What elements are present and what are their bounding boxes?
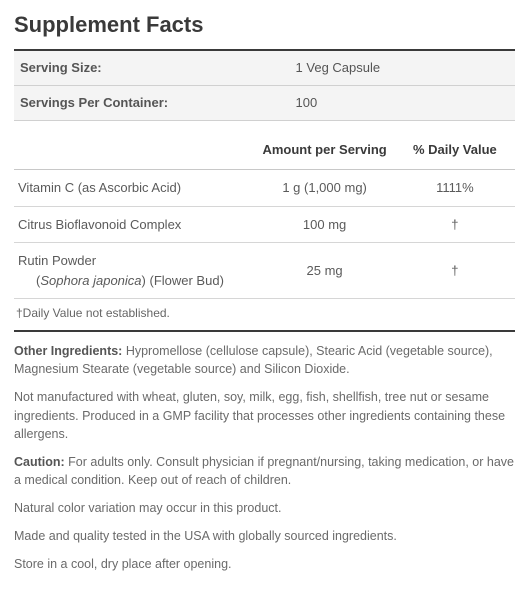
panel-title: Supplement Facts <box>14 10 515 41</box>
nutrient-dv: † <box>395 243 515 299</box>
nutrient-name: Vitamin C (as Ascorbic Acid) <box>14 170 254 207</box>
col-name <box>14 135 254 170</box>
notes-section: Other Ingredients: Hypromellose (cellulo… <box>14 342 515 573</box>
info-row-servings: Servings Per Container: 100 <box>14 85 515 120</box>
note-paragraph: Other Ingredients: Hypromellose (cellulo… <box>14 342 515 378</box>
nutrient-name: Rutin Powder(Sophora japonica) (Flower B… <box>14 243 254 299</box>
note-paragraph: Made and quality tested in the USA with … <box>14 527 515 545</box>
nutrient-row: Citrus Bioflavonoid Complex100 mg† <box>14 206 515 243</box>
note-paragraph: Not manufactured with wheat, gluten, soy… <box>14 388 515 442</box>
serving-size-value: 1 Veg Capsule <box>290 51 515 86</box>
nutrients-table: Amount per Serving % Daily Value Vitamin… <box>14 135 515 299</box>
dv-footnote: †Daily Value not established. <box>14 299 515 330</box>
info-row-serving-size: Serving Size: 1 Veg Capsule <box>14 51 515 86</box>
col-dv: % Daily Value <box>395 135 515 170</box>
divider-bottom <box>14 330 515 332</box>
nutrient-row: Vitamin C (as Ascorbic Acid)1 g (1,000 m… <box>14 170 515 207</box>
nutrient-row: Rutin Powder(Sophora japonica) (Flower B… <box>14 243 515 299</box>
note-paragraph: Caution: For adults only. Consult physic… <box>14 453 515 489</box>
serving-size-label: Serving Size: <box>14 51 290 86</box>
servings-label: Servings Per Container: <box>14 85 290 120</box>
note-paragraph: Store in a cool, dry place after opening… <box>14 555 515 573</box>
servings-value: 100 <box>290 85 515 120</box>
nutrient-name: Citrus Bioflavonoid Complex <box>14 206 254 243</box>
col-amount: Amount per Serving <box>254 135 394 170</box>
nutrient-amount: 25 mg <box>254 243 394 299</box>
nutrient-amount: 100 mg <box>254 206 394 243</box>
nutrient-dv: 1111% <box>395 170 515 207</box>
info-table: Serving Size: 1 Veg Capsule Servings Per… <box>14 51 515 121</box>
note-paragraph: Natural color variation may occur in thi… <box>14 499 515 517</box>
nutrient-dv: † <box>395 206 515 243</box>
nutrient-amount: 1 g (1,000 mg) <box>254 170 394 207</box>
